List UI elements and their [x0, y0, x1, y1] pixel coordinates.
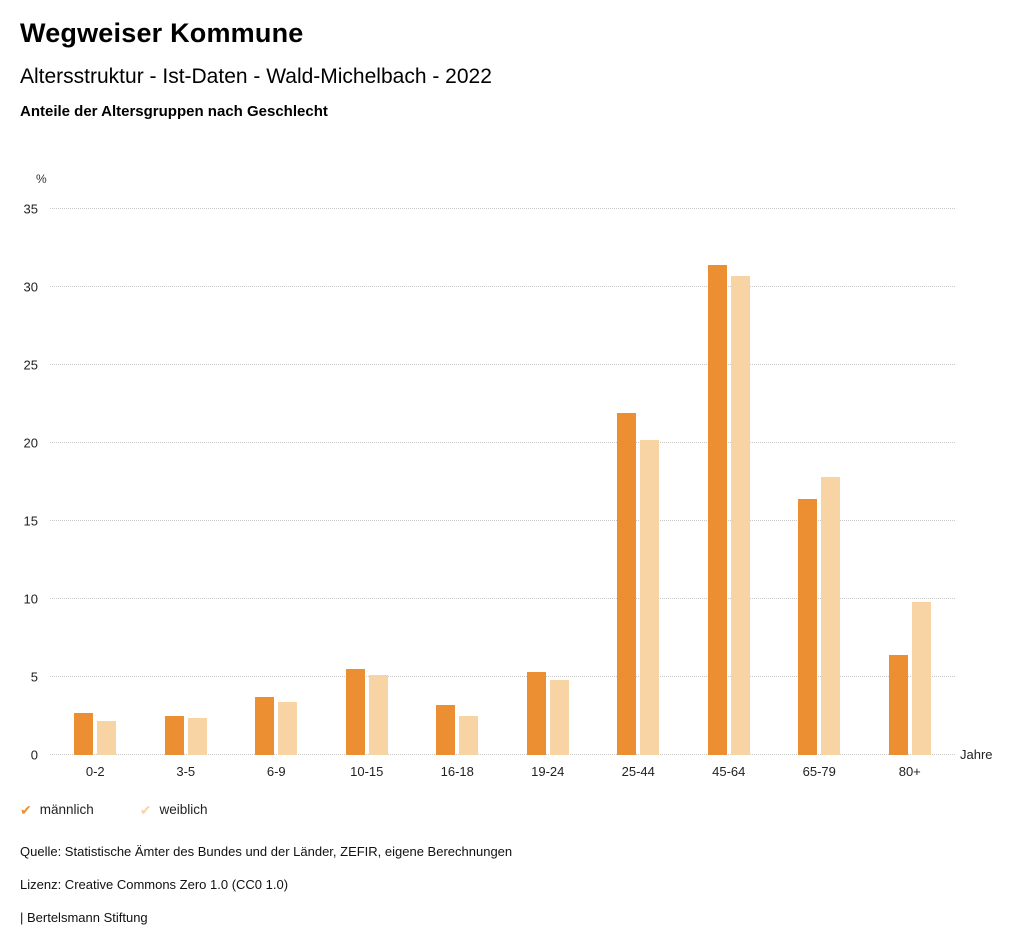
- y-tick-label-35: 35: [23, 201, 38, 217]
- legend-label: weiblich: [159, 802, 208, 817]
- gridline-5: [50, 676, 955, 677]
- gridline-10: [50, 598, 955, 599]
- bar-group-45-64: [684, 209, 775, 755]
- y-tick-label-30: 30: [23, 279, 38, 295]
- bar-männlich-65-79: [798, 499, 818, 755]
- bar-weiblich-16-18: [459, 716, 479, 755]
- plot-area: 0 5 10 15 20 25 30 35: [24, 202, 955, 763]
- source-line: Quelle: Statistische Ämter des Bundes un…: [20, 844, 513, 859]
- x-tick-label-45-64: 45-64: [712, 764, 746, 779]
- bar-group-16-18: [412, 209, 503, 755]
- license-line: Lizenz: Creative Commons Zero 1.0 (CC0 1…: [20, 877, 289, 892]
- x-tick-label-25-44: 25-44: [621, 764, 655, 779]
- x-tick-label-65-79: 65-79: [802, 764, 836, 779]
- check-icon: ✔: [139, 801, 152, 818]
- gridline-25: [50, 364, 955, 365]
- legend-item-männlich[interactable]: ✔ männlich: [20, 802, 94, 817]
- x-tick-label-3-5: 3-5: [176, 764, 196, 779]
- bar-group-25-44: [593, 209, 684, 755]
- x-tick-label-6-9: 6-9: [266, 764, 286, 779]
- x-tick-label-19-24: 19-24: [531, 764, 565, 779]
- legend-item-weiblich[interactable]: ✔ weiblich: [140, 802, 208, 817]
- y-tick-label-25: 25: [23, 357, 38, 373]
- y-tick-label-10: 10: [23, 591, 38, 607]
- y-tick-label-0: 0: [30, 747, 38, 763]
- chart-subtitle: Altersstruktur - Ist-Daten - Wald-Michel…: [20, 65, 492, 88]
- bar-group-3-5: [141, 209, 232, 755]
- x-tick-label-80+: 80+: [898, 764, 921, 779]
- bar-männlich-10-15: [345, 669, 365, 755]
- footer: Quelle: Statistische Ämter des Bundes un…: [20, 844, 512, 943]
- bar-weiblich-6-9: [278, 701, 298, 755]
- bar-männlich-6-9: [255, 697, 275, 755]
- gridline-0: [50, 754, 955, 755]
- x-tick-label-10-15: 10-15: [350, 764, 384, 779]
- y-tick-label-5: 5: [30, 669, 38, 685]
- gridline-15: [50, 520, 955, 521]
- bar-weiblich-80+: [911, 602, 931, 755]
- bar-group-10-15: [322, 209, 413, 755]
- gridline-20: [50, 442, 955, 443]
- bar-männlich-19-24: [526, 672, 546, 755]
- bar-männlich-0-2: [74, 712, 94, 755]
- attribution-line: | Bertelsmann Stiftung: [20, 910, 148, 925]
- y-tick-label-20: 20: [23, 435, 38, 451]
- bar-weiblich-19-24: [549, 680, 569, 755]
- chart-header: Wegweiser Kommune Altersstruktur - Ist-D…: [20, 18, 1004, 120]
- bar-weiblich-10-15: [368, 675, 388, 755]
- bar-männlich-16-18: [436, 705, 456, 755]
- bar-weiblich-45-64: [730, 276, 750, 755]
- y-axis-unit-label: %: [36, 172, 47, 186]
- bar-group-0-2: [50, 209, 141, 755]
- bar-group-65-79: [774, 209, 865, 755]
- bar-weiblich-65-79: [821, 477, 841, 755]
- page-title: Wegweiser Kommune: [20, 18, 304, 48]
- bar-männlich-80+: [888, 655, 908, 755]
- gridline-35: [50, 208, 955, 209]
- bar-männlich-45-64: [707, 265, 727, 755]
- bar-weiblich-0-2: [97, 720, 117, 755]
- x-tick-label-0-2: 0-2: [85, 764, 105, 779]
- bars-container: [50, 209, 955, 755]
- legend: ✔ männlich ✔ weiblich: [20, 802, 208, 817]
- bar-group-19-24: [503, 209, 594, 755]
- x-tick-label-16-18: 16-18: [440, 764, 474, 779]
- bar-weiblich-25-44: [640, 439, 660, 755]
- check-icon: ✔: [20, 801, 32, 818]
- gridline-30: [50, 286, 955, 287]
- x-axis-labels: 0-2 3-5 6-9 10-15 16-18 19-24 25-44 45-64 65-79 8…: [50, 764, 955, 779]
- legend-label: männlich: [39, 802, 94, 817]
- chart-subsubtitle: Anteile der Altersgruppen nach Geschlech…: [20, 103, 328, 120]
- bar-weiblich-3-5: [187, 717, 207, 755]
- bar-männlich-25-44: [617, 413, 637, 755]
- x-axis-unit-label: Jahre: [960, 747, 993, 762]
- bar-group-6-9: [231, 209, 322, 755]
- bar-männlich-3-5: [164, 716, 184, 755]
- bar-group-80+: [865, 209, 956, 755]
- y-tick-label-15: 15: [23, 513, 38, 529]
